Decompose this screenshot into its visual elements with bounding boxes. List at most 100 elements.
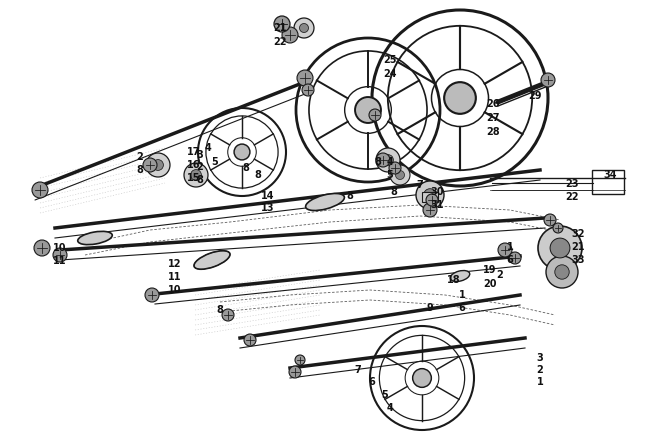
- Circle shape: [509, 252, 521, 264]
- Text: 14: 14: [261, 191, 275, 201]
- Text: 16: 16: [187, 160, 201, 170]
- Circle shape: [297, 70, 313, 86]
- Text: 30: 30: [430, 187, 444, 197]
- Circle shape: [376, 153, 390, 167]
- Text: 4: 4: [205, 143, 211, 153]
- Text: 15: 15: [187, 173, 201, 183]
- Text: 8: 8: [346, 191, 354, 201]
- Circle shape: [546, 256, 578, 288]
- Text: 13: 13: [261, 203, 275, 213]
- Text: 26: 26: [486, 99, 500, 109]
- Circle shape: [544, 214, 556, 226]
- Text: 2: 2: [537, 365, 543, 375]
- Circle shape: [190, 170, 202, 181]
- Text: 4: 4: [387, 157, 393, 167]
- Text: 19: 19: [483, 265, 497, 275]
- Text: 7: 7: [355, 365, 361, 375]
- Circle shape: [34, 240, 50, 256]
- Circle shape: [145, 288, 159, 302]
- Circle shape: [289, 366, 301, 378]
- Circle shape: [389, 162, 401, 174]
- Circle shape: [423, 203, 437, 217]
- Circle shape: [383, 155, 393, 165]
- Text: 1: 1: [506, 242, 514, 252]
- Text: 8: 8: [242, 163, 250, 173]
- Text: 21: 21: [571, 242, 585, 252]
- Text: 24: 24: [384, 69, 396, 79]
- Text: 25: 25: [384, 55, 396, 65]
- Text: 34: 34: [603, 170, 617, 180]
- Text: 27: 27: [486, 113, 500, 123]
- Ellipse shape: [306, 194, 345, 210]
- Text: 5: 5: [212, 157, 218, 167]
- Ellipse shape: [194, 251, 230, 269]
- Text: 12: 12: [168, 259, 182, 269]
- Circle shape: [222, 309, 234, 321]
- Circle shape: [395, 171, 404, 180]
- Text: 8: 8: [136, 165, 144, 175]
- Text: 5: 5: [382, 390, 389, 400]
- Circle shape: [153, 160, 163, 171]
- Text: 21: 21: [273, 23, 287, 33]
- Circle shape: [274, 16, 290, 32]
- Circle shape: [282, 27, 298, 43]
- Circle shape: [300, 23, 309, 32]
- Text: 11: 11: [53, 256, 67, 266]
- Text: 8: 8: [374, 157, 382, 167]
- Text: 17: 17: [187, 147, 201, 157]
- Text: 3: 3: [196, 150, 203, 160]
- Circle shape: [390, 165, 410, 185]
- Circle shape: [32, 182, 48, 198]
- Circle shape: [541, 73, 555, 87]
- Circle shape: [294, 18, 314, 38]
- Text: 1: 1: [537, 377, 543, 387]
- Text: 33: 33: [571, 255, 585, 265]
- Text: 7: 7: [417, 180, 423, 190]
- Text: 8: 8: [216, 305, 224, 315]
- Text: 32: 32: [571, 229, 585, 239]
- Text: 2: 2: [136, 152, 144, 162]
- Circle shape: [146, 153, 170, 177]
- Circle shape: [416, 181, 444, 209]
- Circle shape: [376, 148, 400, 172]
- Text: 1: 1: [459, 290, 465, 300]
- Text: 9: 9: [426, 303, 434, 313]
- Text: 28: 28: [486, 127, 500, 137]
- Text: 2: 2: [497, 270, 503, 280]
- Circle shape: [234, 144, 250, 160]
- Circle shape: [424, 189, 436, 201]
- Circle shape: [369, 109, 381, 121]
- Text: 18: 18: [447, 275, 461, 285]
- Circle shape: [444, 82, 476, 114]
- Text: 31: 31: [430, 200, 444, 210]
- Text: 6: 6: [506, 255, 514, 265]
- Circle shape: [498, 243, 512, 257]
- Text: 20: 20: [483, 279, 497, 289]
- Circle shape: [538, 226, 582, 270]
- Text: 23: 23: [566, 179, 578, 189]
- Circle shape: [413, 368, 432, 388]
- Text: 3: 3: [537, 353, 543, 363]
- Text: 11: 11: [168, 272, 182, 282]
- Text: 22: 22: [566, 192, 578, 202]
- Ellipse shape: [78, 231, 112, 245]
- Circle shape: [143, 158, 157, 172]
- Text: 5: 5: [387, 170, 393, 180]
- Circle shape: [302, 84, 314, 96]
- Circle shape: [295, 355, 305, 365]
- Text: 8: 8: [255, 170, 261, 180]
- Ellipse shape: [450, 271, 470, 281]
- Text: 29: 29: [528, 91, 541, 101]
- Text: 22: 22: [273, 37, 287, 47]
- Text: 8: 8: [196, 175, 203, 185]
- Circle shape: [426, 194, 438, 206]
- Bar: [422, 192, 438, 202]
- Circle shape: [550, 238, 570, 258]
- Circle shape: [244, 334, 256, 346]
- Circle shape: [53, 248, 67, 262]
- Circle shape: [555, 265, 569, 279]
- Circle shape: [184, 163, 208, 187]
- Text: 2: 2: [196, 162, 203, 172]
- Text: 10: 10: [168, 285, 182, 295]
- Circle shape: [355, 97, 381, 123]
